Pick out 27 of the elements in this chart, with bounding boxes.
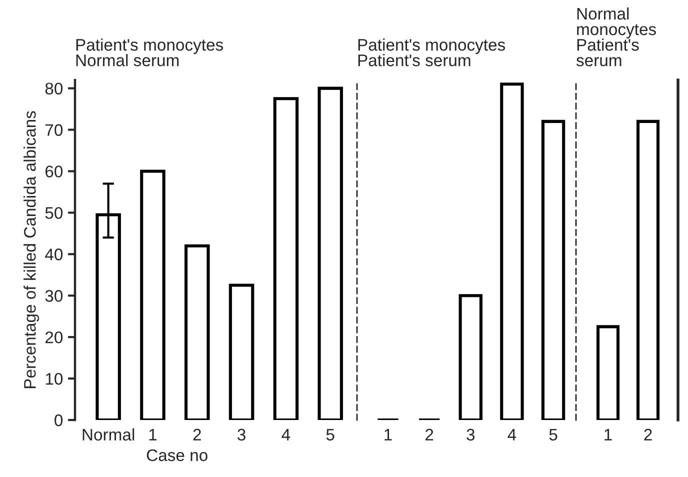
x-axis-title: Case no xyxy=(146,449,208,462)
x-tick-label: 2 xyxy=(644,428,652,440)
y-tick-label: 70 xyxy=(46,124,63,136)
y-axis-title: Percentage of killed Candida albicans xyxy=(24,111,40,388)
y-tick-label: 30 xyxy=(45,290,63,302)
x-tick-label: 5 xyxy=(549,428,558,441)
x-tick-label: 1 xyxy=(384,428,392,440)
x-tick-label: 4 xyxy=(282,428,290,440)
y-tick-label: 0 xyxy=(54,414,63,426)
y-tick-label: 80 xyxy=(45,82,63,94)
chart-title: Patient's monocytes Patient's serum xyxy=(358,38,506,66)
x-tick-label: 4 xyxy=(508,428,516,440)
chart-title: Patient's monocytes Normal serum xyxy=(76,38,224,66)
y-tick-label: 60 xyxy=(46,166,63,178)
x-tick-label: 1 xyxy=(149,428,157,440)
y-tick-label: 40 xyxy=(45,248,63,260)
x-tick-label: 2 xyxy=(426,428,434,440)
chart-title: Normal monocytes Patient's serum xyxy=(576,7,656,66)
y-tick-label: 50 xyxy=(45,207,63,219)
x-tick-label: 3 xyxy=(238,428,246,441)
y-tick-label: 10 xyxy=(46,372,63,385)
y-tick-label: 20 xyxy=(45,331,63,344)
x-tick-label: 5 xyxy=(326,428,334,441)
x-tick-label: 3 xyxy=(466,428,475,441)
x-tick-label: 2 xyxy=(193,428,201,440)
x-tick-label: Normal xyxy=(82,428,134,441)
x-tick-label: 1 xyxy=(604,428,612,440)
